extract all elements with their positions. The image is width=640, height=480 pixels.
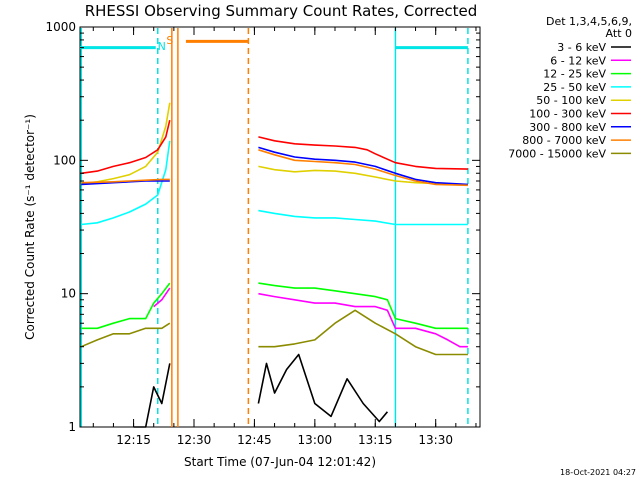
legend-label-3-6-kev: 3 - 6 keV (557, 41, 606, 54)
legend-label-25-50-kev: 25 - 50 keV (543, 81, 606, 94)
legend-label-800-7000-kev: 800 - 7000 keV (522, 134, 606, 147)
series-lines (80, 102, 468, 428)
series-6-12-kev-segment-1 (153, 287, 171, 308)
y-tick-label-100: 100 (53, 153, 76, 167)
plot-frame (79, 26, 481, 428)
footer-timestamp: 18-Oct-2021 04:27 (560, 468, 636, 477)
y-tick-label-1000: 1000 (45, 20, 76, 34)
legend-header-line-2: Att 0 (606, 27, 632, 40)
marker-s: S (166, 34, 173, 47)
series-7000-15000-kev-segment-2 (258, 309, 468, 356)
legend-header-line-1: Det 1,3,4,5,6,9, (546, 15, 632, 28)
series-25-50-kev-segment-1 (81, 140, 171, 226)
legend-label-12-25-kev: 12 - 25 keV (543, 68, 606, 81)
series-3-6-kev-segment-2 (257, 353, 389, 423)
x-tick-label-12-45: 12:45 (237, 433, 272, 447)
series-12-25-kev-segment-1 (81, 282, 171, 330)
y-tick-label-1: 1 (68, 420, 76, 434)
legend-label-50-100-kev: 50 - 100 keV (536, 94, 606, 107)
series-800-7000-kev-segment-1 (81, 178, 170, 184)
chart-title: RHESSI Observing Summary Count Rates, Co… (85, 2, 478, 20)
marker-n: N (158, 40, 166, 53)
x-tick-label-12-30: 12:30 (177, 433, 212, 447)
y-axis-label: Corrected Count Rate (s⁻¹ detector⁻¹) (23, 114, 37, 340)
x-tick-label-13-30: 13:30 (418, 433, 453, 447)
legend-label-300-800-kev: 300 - 800 keV (529, 121, 606, 134)
series-7000-15000-kev-segment-1 (80, 322, 171, 348)
series-100-300-kev-segment-2 (258, 136, 468, 170)
x-tick-label-13-15: 13:15 (358, 433, 393, 447)
series-12-25-kev-segment-2 (258, 282, 468, 330)
x-tick-label-12-15: 12:15 (116, 433, 151, 447)
observing-bars (80, 39, 468, 50)
series-100-300-kev-segment-1 (81, 120, 171, 175)
x-tick-label-13-00: 13:00 (298, 433, 333, 447)
series-6-12-kev-segment-2 (258, 292, 468, 348)
x-axis-label: Start Time (07-Jun-04 12:01:42) (184, 455, 376, 469)
series-3-6-kev-segment-1 (133, 363, 171, 428)
series-50-100-kev-segment-2 (258, 165, 468, 186)
series-800-7000-kev-segment-2 (258, 149, 468, 187)
legend-label-100-300-kev: 100 - 300 keV (529, 108, 606, 121)
event-lines (80, 28, 469, 427)
axes: 12:15 12:30 12:45 13:00 13:15 13:30 1 10 100 1000 (45, 20, 480, 447)
y-tick-label-10: 10 (61, 287, 76, 301)
series-50-100-kev-segment-1 (81, 102, 171, 185)
legend-label-7000-15000-kev: 7000 - 15000 keV (508, 147, 606, 160)
series-300-800-kev-segment-2 (258, 146, 468, 186)
series-25-50-kev-segment-2 (258, 209, 468, 226)
legend-label-6-12-kev: 6 - 12 keV (550, 54, 606, 67)
